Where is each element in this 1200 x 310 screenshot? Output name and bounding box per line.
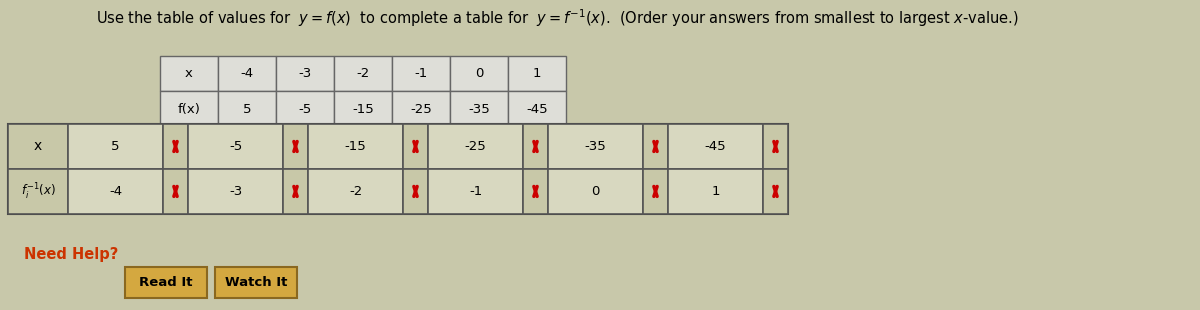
Text: x: x (34, 140, 42, 153)
Bar (276, 56, 334, 91)
Text: -5: -5 (299, 103, 312, 116)
Bar (392, 56, 450, 91)
Text: -1: -1 (414, 67, 427, 80)
Bar (668, 169, 763, 214)
Bar (276, 91, 334, 127)
Text: -3: -3 (229, 185, 242, 198)
Bar (8, 124, 68, 169)
Text: $f_i^{-1}(x)$: $f_i^{-1}(x)$ (20, 181, 55, 202)
Text: -3: -3 (299, 67, 312, 80)
Text: -15: -15 (352, 103, 374, 116)
Bar (68, 169, 163, 214)
Text: -45: -45 (704, 140, 726, 153)
Text: -2: -2 (349, 185, 362, 198)
Text: -15: -15 (344, 140, 366, 153)
Bar (403, 169, 428, 214)
Bar (548, 124, 643, 169)
Bar (308, 169, 403, 214)
Text: 5: 5 (112, 140, 120, 153)
Text: -45: -45 (526, 103, 548, 116)
Text: -35: -35 (468, 103, 490, 116)
Bar (450, 56, 508, 91)
Text: 1: 1 (533, 67, 541, 80)
Bar (163, 124, 188, 169)
Bar (218, 56, 276, 91)
Text: -25: -25 (410, 103, 432, 116)
Bar (188, 124, 283, 169)
FancyBboxPatch shape (125, 267, 206, 298)
Bar (334, 91, 392, 127)
Bar (403, 124, 428, 169)
Text: Use the table of values for  $y = f(x)$  to complete a table for  $y = f^{-1}(x): Use the table of values for $y = f(x)$ t… (96, 8, 1019, 29)
Bar (763, 124, 788, 169)
Text: -4: -4 (109, 185, 122, 198)
Bar (188, 169, 283, 214)
Text: f(x): f(x) (178, 103, 200, 116)
Text: 0: 0 (592, 185, 600, 198)
Text: 1: 1 (712, 185, 720, 198)
Text: Need Help?: Need Help? (24, 247, 119, 262)
Bar (218, 91, 276, 127)
Text: -35: -35 (584, 140, 606, 153)
Text: -4: -4 (240, 67, 253, 80)
Bar (8, 169, 68, 214)
Bar (643, 169, 668, 214)
Bar (668, 124, 763, 169)
Text: -1: -1 (469, 185, 482, 198)
Bar (392, 91, 450, 127)
Bar (68, 124, 163, 169)
Text: 0: 0 (475, 67, 484, 80)
Bar (8, 124, 788, 214)
Bar (508, 56, 566, 91)
Bar (523, 124, 548, 169)
Bar (283, 124, 308, 169)
Bar (763, 169, 788, 214)
Text: Read It: Read It (139, 276, 193, 289)
Bar (283, 169, 308, 214)
Bar (308, 124, 403, 169)
Text: -5: -5 (229, 140, 242, 153)
Bar (334, 56, 392, 91)
Bar (160, 56, 218, 91)
Text: -25: -25 (464, 140, 486, 153)
FancyBboxPatch shape (215, 267, 298, 298)
Text: x: x (185, 67, 193, 80)
Bar (163, 169, 188, 214)
Bar (160, 91, 218, 127)
Bar (428, 169, 523, 214)
Bar (508, 91, 566, 127)
Bar (428, 124, 523, 169)
Bar (450, 91, 508, 127)
Text: -2: -2 (356, 67, 370, 80)
Text: Watch It: Watch It (224, 276, 287, 289)
Bar (523, 169, 548, 214)
Text: 5: 5 (242, 103, 251, 116)
Bar (643, 124, 668, 169)
Bar (548, 169, 643, 214)
